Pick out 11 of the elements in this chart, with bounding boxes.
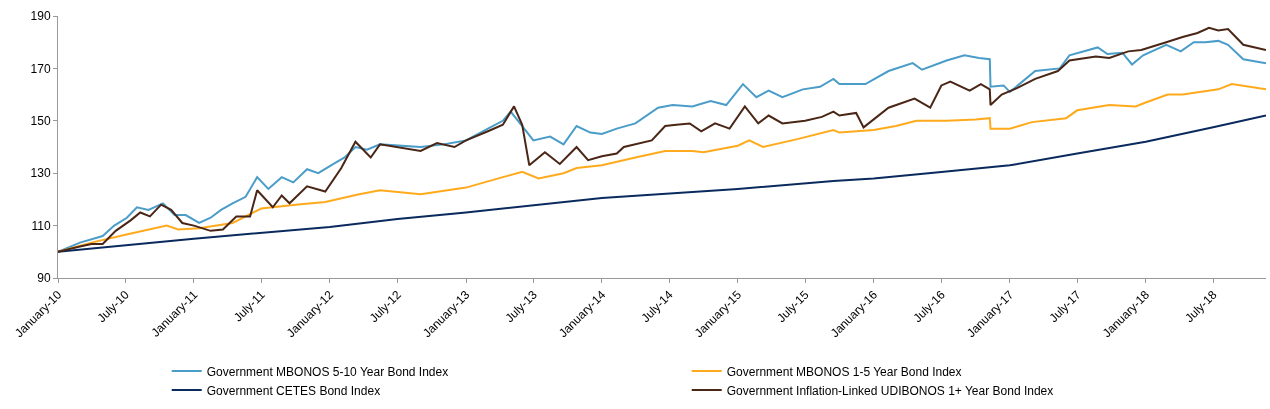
y-tick-label: 90 <box>37 271 51 286</box>
y-tick-label: 130 <box>30 166 51 181</box>
y-tick-label: 170 <box>30 61 51 76</box>
legend-label: Government Inflation-Linked UDIBONOS 1+ Year Bond Index <box>726 383 1054 398</box>
legend-label: Government MBONOS 5-10 Year Bond Index <box>206 364 449 379</box>
legend-label: Government MBONOS 1-5 Year Bond Index <box>726 364 962 379</box>
y-tick-label: 190 <box>30 9 51 24</box>
legend-label: Government CETES Bond Index <box>206 383 381 398</box>
line-series <box>58 114 1266 253</box>
y-tick-label: 110 <box>31 218 51 233</box>
y-tick-label: 150 <box>30 114 51 128</box>
